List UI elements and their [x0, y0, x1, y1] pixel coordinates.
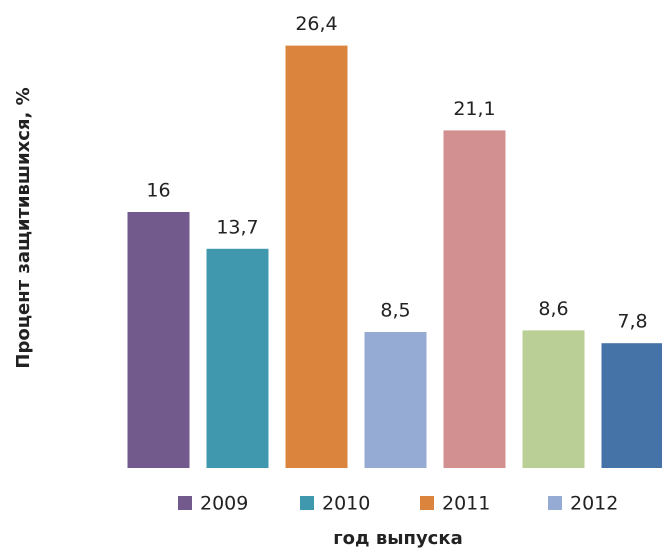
legend-label: 2011 — [442, 493, 490, 515]
legend-swatch — [548, 496, 562, 510]
bar — [601, 343, 662, 468]
value-label: 7,8 — [617, 311, 647, 333]
value-label: 16 — [146, 180, 170, 202]
value-label: 8,5 — [380, 300, 410, 322]
legend-swatch — [300, 496, 314, 510]
value-label: 21,1 — [453, 98, 495, 120]
value-label: 26,4 — [295, 13, 337, 35]
x-axis-title: год выпуска — [333, 528, 462, 549]
legend-label: 2012 — [570, 493, 618, 515]
value-label: 8,6 — [538, 298, 568, 320]
value-label: 13,7 — [216, 216, 258, 238]
bar — [285, 45, 348, 468]
bar — [206, 248, 269, 468]
bar — [522, 330, 585, 468]
y-axis-title: Процент защитившихся, % — [13, 87, 34, 368]
legend-swatch — [420, 496, 434, 510]
bar — [364, 332, 427, 468]
legend-label: 2009 — [200, 493, 248, 515]
bar — [127, 212, 190, 468]
legend-swatch — [178, 496, 192, 510]
legend-label: 2010 — [322, 493, 370, 515]
bar — [443, 130, 506, 468]
